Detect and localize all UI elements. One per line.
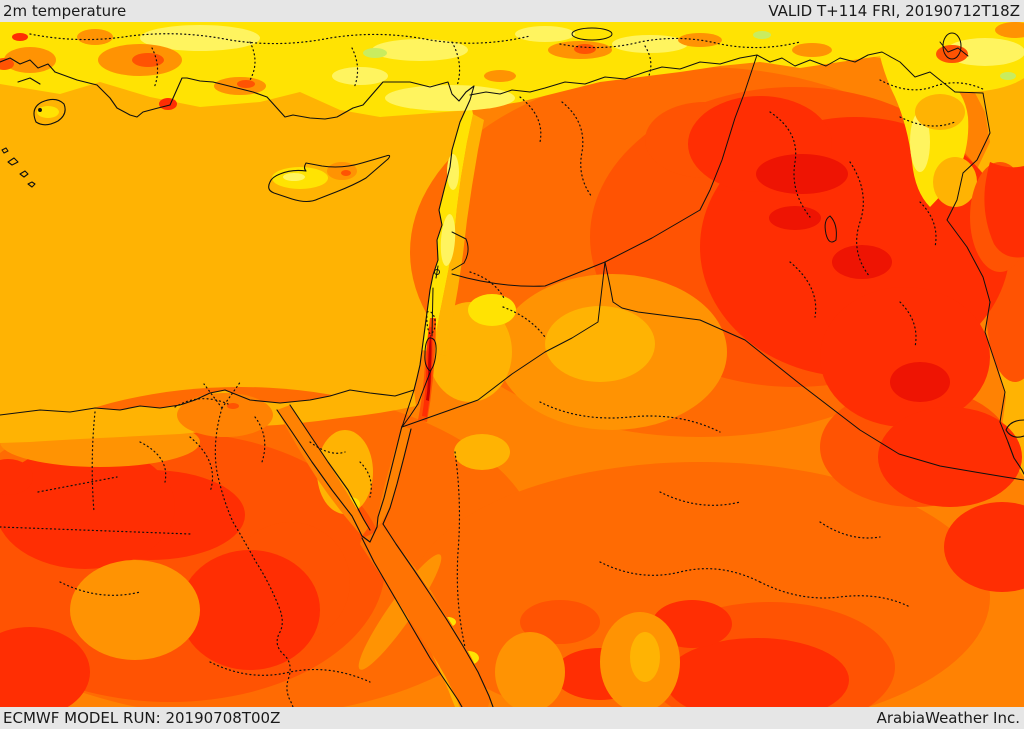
fill-turkey-details [0, 25, 1016, 111]
border-jordan-iraq [604, 209, 701, 263]
border-turkey-ne [939, 41, 969, 57]
border-israel-jordan [401, 265, 439, 428]
fill-delta-orange [177, 393, 273, 437]
sea-of-galilee [434, 269, 440, 275]
border-syria-iraq [699, 54, 758, 211]
boundary-west-bank [426, 311, 436, 335]
border-turkey-syria-iraq [469, 51, 956, 96]
coastlines [0, 57, 1024, 707]
border-iran-iraq [946, 91, 1009, 443]
fill-red-sea-water [360, 525, 490, 707]
island-cyprus [268, 154, 391, 203]
map-area [0, 22, 1024, 707]
fill-deep-red [756, 154, 950, 402]
fill-cool-pockets [0, 274, 727, 707]
temperature-fill-layers [0, 22, 1024, 707]
coast-suez-gulf [276, 404, 371, 537]
lake-tharthar [824, 215, 837, 243]
header-bar: 2m temperature VALID T+114 FRI, 20190712… [0, 0, 1024, 22]
islands-small [1, 147, 36, 188]
coast-turkey-levant-egypt [0, 71, 475, 416]
footer-bar: ECMWF MODEL RUN: 20190708T00Z ArabiaWeat… [0, 707, 1024, 729]
country-borders [401, 41, 1024, 481]
island-rhodes [33, 98, 66, 126]
coast-aegean [0, 57, 56, 85]
fill-ne-corner [880, 22, 1024, 272]
coast-sinai-tip [361, 526, 378, 543]
coast-aqaba-gulf [376, 425, 412, 528]
coast-red-sea-west [361, 537, 463, 707]
dead-sea [424, 337, 437, 372]
map-title: 2m temperature [3, 2, 127, 20]
lake-van [571, 27, 613, 41]
lakes [424, 27, 962, 372]
border-saudi [401, 261, 1024, 481]
fill-gulf-water [277, 405, 411, 536]
border-lebanon [451, 231, 469, 271]
border-syria-jordan [451, 261, 606, 287]
model-run-label: ECMWF MODEL RUN: 20190708T00Z [3, 709, 281, 727]
coast-kuwait-gulf [1005, 419, 1024, 475]
lake-urmia [942, 32, 962, 60]
admin-boundaries [0, 33, 986, 707]
nile-valley [203, 380, 294, 707]
attribution-label: ArabiaWeather Inc. [876, 709, 1020, 727]
temperature-map [0, 22, 1024, 707]
valid-time-label: VALID T+114 FRI, 20190712T18Z [768, 2, 1020, 20]
coast-red-sea-east [382, 523, 494, 707]
